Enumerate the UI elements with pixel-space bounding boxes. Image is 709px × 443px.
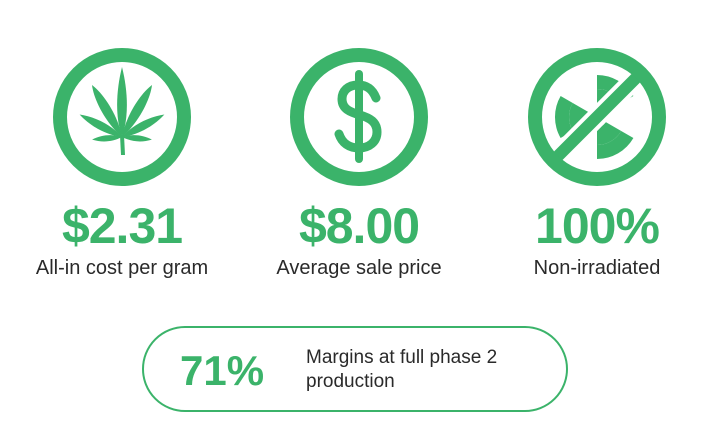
stat-average-sale-price: $8.00 Average sale price — [239, 42, 479, 280]
stat-label: Average sale price — [276, 257, 442, 279]
margin-value: 71% — [180, 347, 265, 394]
stat-value: 100% — [535, 198, 660, 254]
dollar-sign-icon — [290, 48, 428, 186]
no-radiation-icon — [528, 48, 666, 186]
stat-label: All-in cost per gram — [35, 257, 209, 279]
stat-non-irradiated: 100% Non-irradiated — [477, 42, 709, 280]
stat-label: Non-irradiated — [533, 257, 661, 279]
margin-description: Margins at full phase 2 production — [306, 347, 498, 392]
stat-value: $2.31 — [61, 198, 183, 254]
stat-value: $8.00 — [298, 198, 420, 254]
margin-highlight-box: 71% Margins at full phase 2 production — [142, 326, 568, 412]
cannabis-leaf-icon — [53, 48, 191, 186]
stat-cost-per-gram: $2.31 All-in cost per gram — [2, 42, 242, 280]
